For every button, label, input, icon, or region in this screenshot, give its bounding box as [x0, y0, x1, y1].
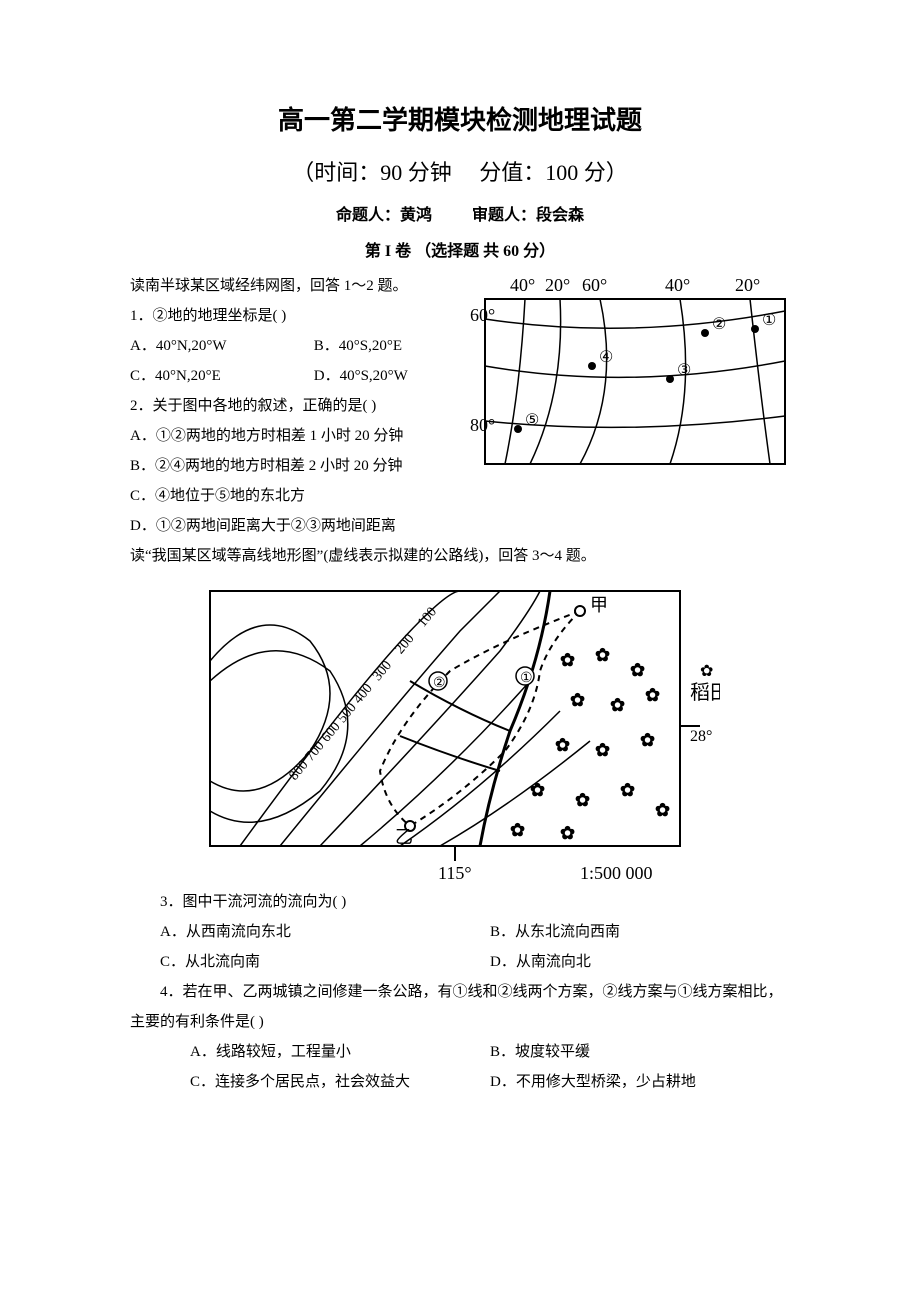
- svg-text:✿: ✿: [530, 780, 545, 800]
- q3-opt-d: D．从南流向北: [460, 947, 790, 977]
- q4-opt-d: D．不用修大型桥梁，少占耕地: [490, 1067, 790, 1097]
- lon-label: 20°: [545, 275, 570, 295]
- svg-text:✿: ✿: [620, 780, 635, 800]
- q3-stem: 3．图中干流河流的流向为( ): [130, 887, 790, 917]
- contour-point-yi: 乙: [395, 827, 413, 847]
- q1-opt-c: C．40°N,20°E: [130, 361, 310, 391]
- lon-label: 40°: [665, 275, 690, 295]
- subtitle-time: （时间：90 分钟: [292, 160, 452, 185]
- graticule-point-4: ④: [599, 349, 613, 366]
- contour-label: 500: [335, 700, 360, 726]
- authors-line: 命题人：黄鸿 审题人：段会森: [130, 201, 790, 225]
- contour-label: 700: [303, 739, 328, 765]
- svg-text:✿: ✿: [560, 650, 575, 670]
- graticule-point-1: ①: [762, 312, 776, 329]
- graticule-point-2: ②: [712, 316, 726, 333]
- contour-label: 600: [319, 720, 344, 746]
- lat-28: 28°: [690, 728, 712, 745]
- svg-text:✿: ✿: [645, 685, 660, 705]
- svg-text:✿: ✿: [630, 660, 645, 680]
- paddy-sample-icon: ✿: [700, 663, 713, 680]
- q2-opt-c: C．④地位于⑤地的东北方: [130, 481, 790, 511]
- figure-graticule: 40° 20° 60° 40° 20° 60° 80° ① ② ③ ④ ⑤: [470, 271, 790, 471]
- subtitle: （时间：90 分钟 分值：100 分）: [130, 155, 790, 187]
- svg-text:✿: ✿: [595, 740, 610, 760]
- svg-text:✿: ✿: [655, 800, 670, 820]
- q1-opt-b: B．40°S,20°E: [314, 331, 402, 361]
- graticule-point-5: ⑤: [525, 412, 539, 429]
- lat-label: 80°: [470, 415, 495, 435]
- q3-opt-a: A．从西南流向东北: [130, 917, 460, 947]
- q4-opt-b: B．坡度较平缓: [490, 1037, 790, 1067]
- contour-label: 400: [351, 681, 376, 707]
- lon-label: 20°: [735, 275, 760, 295]
- author-2: 审题人：段会森: [472, 201, 584, 225]
- graticule-point-3: ③: [677, 362, 691, 379]
- svg-text:✿: ✿: [640, 730, 655, 750]
- svg-text:✿: ✿: [595, 645, 610, 665]
- svg-text:✿: ✿: [560, 823, 575, 843]
- contour-label: 800: [287, 758, 312, 784]
- contour-label: 300: [370, 658, 395, 684]
- q1-opt-d: D．40°S,20°W: [314, 361, 408, 391]
- lon-label: 40°: [510, 275, 535, 295]
- contour-label: 200: [393, 631, 418, 657]
- q4-stem: 4．若在甲、乙两城镇之间修建一条公路，有①线和②线两个方案，②线方案与①线方案相…: [130, 977, 790, 1037]
- lat-label: 60°: [470, 305, 495, 325]
- section-head: 第 I 卷 （选择题 共 60 分）: [130, 237, 790, 261]
- svg-text:✿: ✿: [610, 695, 625, 715]
- lon-115: 115°: [438, 863, 472, 881]
- svg-text:✿: ✿: [575, 790, 590, 810]
- contour-label: 100: [415, 605, 440, 631]
- q4-opt-c: C．连接多个居民点，社会效益大: [190, 1067, 490, 1097]
- intro-2: 读“我国某区域等高线地形图”(虚线表示拟建的公路线)，回答 3～4 题。: [130, 541, 790, 571]
- q3-opt-b: B．从东北流向西南: [460, 917, 790, 947]
- road-label-2: ②: [433, 676, 446, 691]
- scale-label: 1:500 000: [580, 863, 653, 881]
- contour-point-jia: 甲: [590, 595, 608, 615]
- author-1: 命题人：黄鸿: [336, 201, 432, 225]
- road-label-1: ①: [520, 671, 533, 686]
- q2-opt-d: D．①②两地间距离大于②③两地间距离: [130, 511, 790, 541]
- subtitle-score: 分值：100 分）: [479, 160, 628, 185]
- figure-contour-map: 甲 乙 ① ② 800 700 600 500 400 300 200 100 …: [200, 581, 720, 881]
- svg-text:✿: ✿: [510, 820, 525, 840]
- svg-text:✿: ✿: [570, 690, 585, 710]
- q1-opt-a: A．40°N,20°W: [130, 331, 310, 361]
- lon-label: 60°: [582, 275, 607, 295]
- legend-paddy: 稻田: [690, 681, 720, 704]
- q4-opt-a: A．线路较短，工程量小: [190, 1037, 490, 1067]
- q3-opt-c: C．从北流向南: [130, 947, 460, 977]
- page-title: 高一第二学期模块检测地理试题: [130, 100, 790, 137]
- svg-text:✿: ✿: [555, 735, 570, 755]
